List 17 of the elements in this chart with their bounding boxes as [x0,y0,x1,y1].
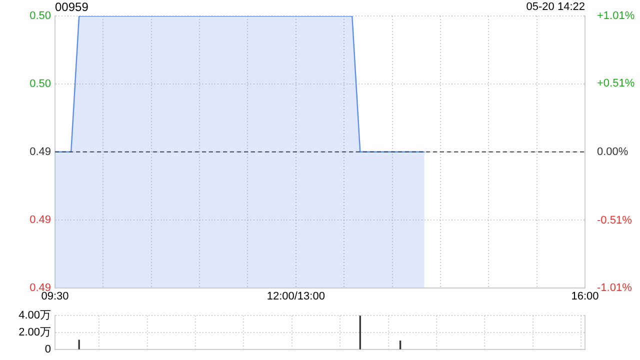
y2-tick-label: +1.01% [597,10,635,22]
y-tick-label: 2.00万 [18,326,51,339]
y-tick-label: 0.49 [30,214,51,226]
y2-tick-label: 0.00% [597,146,628,158]
y-tick-label: 4.00万 [18,310,51,322]
y-tick-label: 0.50 [30,78,51,90]
text: 05-20 14:22 [526,1,585,13]
x-tick-label: 12:00/13:00 [266,290,325,302]
x-tick-label: 09:30 [41,290,69,302]
x-tick-label: 16:00 [571,290,599,302]
y-tick-label: 0.49 [30,146,51,158]
chart-title: 00959 [55,0,88,14]
y2-tick-label: +0.51% [597,77,635,90]
y2-tick-label: -0.51% [597,214,632,227]
y2-tick-label: -1.01% [597,282,632,294]
y-tick-label: 0 [44,343,51,356]
y-tick-label: 0.50 [30,10,51,22]
